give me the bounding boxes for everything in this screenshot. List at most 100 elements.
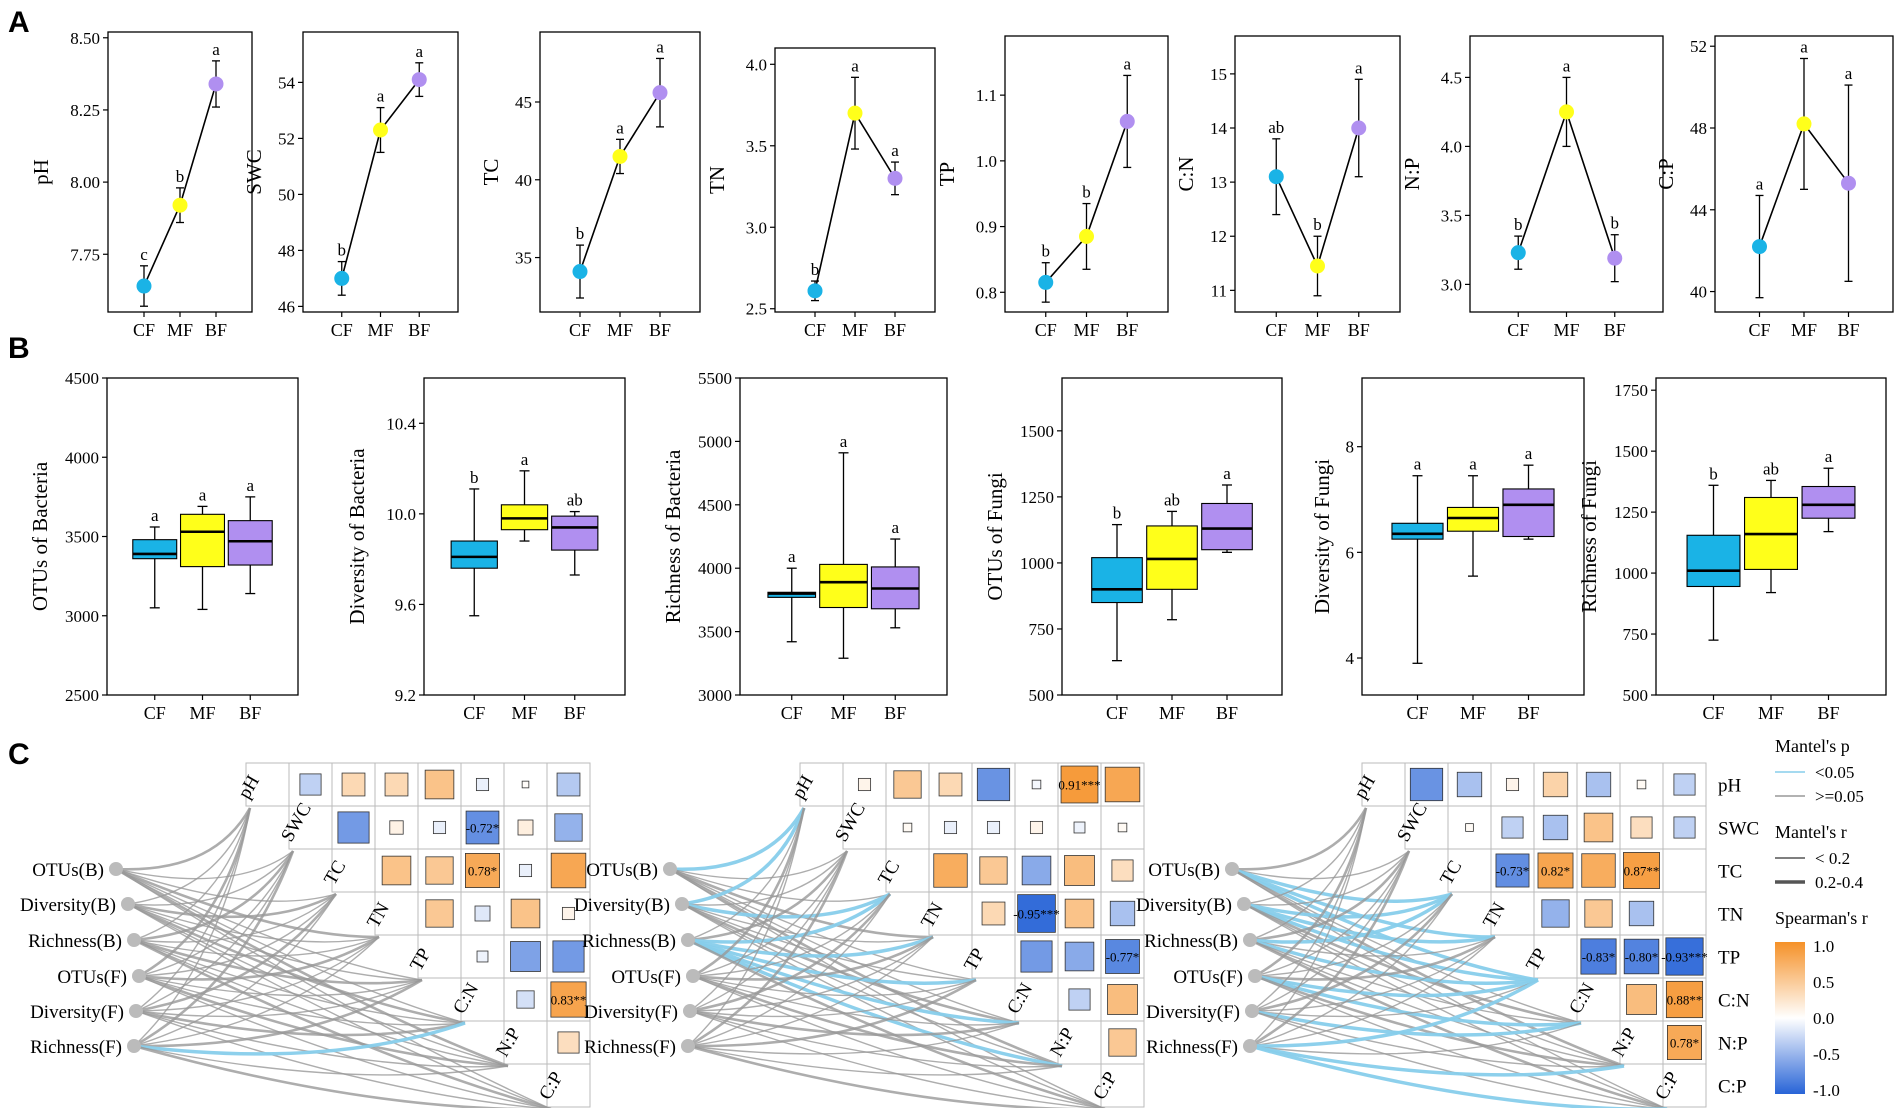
mantel-link <box>689 850 848 1012</box>
y-tick-label: 5500 <box>698 369 732 388</box>
mantel-link <box>1249 936 1496 1047</box>
corr-square <box>425 899 454 928</box>
corr-square <box>1465 823 1474 832</box>
grid-cell <box>546 1063 591 1108</box>
network-node <box>675 897 689 911</box>
data-point <box>1268 169 1284 185</box>
corr-square <box>510 898 541 929</box>
y-axis-label: Diversity of Fungi <box>1310 459 1334 614</box>
x-tick-label: BF <box>1837 320 1859 340</box>
y-tick-label: 9.6 <box>395 595 416 614</box>
signif-letter: a <box>1414 455 1422 474</box>
y-tick-label: 40 <box>515 171 532 190</box>
x-tick-label: BF <box>1116 320 1138 340</box>
panel-label-a: A <box>8 6 30 39</box>
signif-letter: a <box>1525 444 1533 463</box>
y-tick-label: 3500 <box>698 623 732 642</box>
mantel-link-significant <box>1231 867 1453 903</box>
node-label: Richness(F) <box>584 1037 676 1058</box>
x-tick-label: BF <box>1817 703 1839 723</box>
mantel-link <box>1249 850 1411 942</box>
mantel-link <box>115 868 337 902</box>
corr-square <box>1630 816 1653 839</box>
mantel-link <box>133 1044 551 1108</box>
signif-letter: a <box>656 37 664 56</box>
corr-square <box>550 852 587 889</box>
x-tick-label: MF <box>842 320 868 340</box>
y-tick-label: 13 <box>1210 173 1227 192</box>
x-tick-label: CF <box>1106 703 1128 723</box>
corr-square <box>381 855 412 886</box>
signif-letter: b <box>576 224 585 243</box>
corr-square <box>1029 820 1044 835</box>
grid-cell <box>1447 848 1492 893</box>
corr-square <box>554 813 583 842</box>
data-point <box>1351 120 1367 136</box>
grid-cell <box>885 848 930 893</box>
signif-letter: b <box>1082 183 1091 202</box>
mantel-link <box>138 975 423 997</box>
signif-letter: a <box>415 42 423 61</box>
x-tick-label: CF <box>1265 320 1287 340</box>
corr-square <box>1021 855 1052 886</box>
mantel-link <box>138 850 294 977</box>
node-label: Diversity(B) <box>20 895 116 916</box>
data-point <box>1559 104 1574 120</box>
signif-letter: a <box>1825 447 1833 466</box>
box <box>1686 534 1741 588</box>
mantel-link <box>1251 807 1367 1012</box>
mantel-link <box>692 935 934 981</box>
network-node <box>109 862 123 876</box>
row-variable-label: TP <box>1718 948 1740 969</box>
mantel-link <box>135 1010 509 1068</box>
mantel-link-significant <box>1254 974 1582 1027</box>
corr-square <box>1064 941 1095 972</box>
box <box>1502 488 1555 538</box>
mantel-link-significant <box>687 938 1063 1068</box>
corr-square <box>1584 899 1613 928</box>
row-variable-label: SWC <box>1718 819 1759 840</box>
x-tick-label: MF <box>189 703 215 723</box>
mantel-link <box>1231 807 1368 871</box>
grid-cell <box>1100 848 1145 893</box>
signif-letter: a <box>199 485 207 504</box>
corr-value-label: -0.95*** <box>1013 907 1060 922</box>
mantel-link <box>138 893 337 977</box>
data-point <box>1752 239 1767 255</box>
node-label: OTUs(F) <box>57 967 127 988</box>
node-label: OTUs(B) <box>32 860 104 881</box>
signif-letter: a <box>840 432 848 451</box>
corr-square <box>1456 771 1483 798</box>
mantel-link-significant <box>687 938 1020 1025</box>
mantel-link <box>115 868 423 981</box>
corr-square <box>1623 852 1660 889</box>
y-tick-label: 4.0 <box>1441 137 1462 156</box>
mantel-link-significant <box>1249 978 1539 1048</box>
y-tick-label: 46 <box>278 297 295 316</box>
mantel-link <box>1249 893 1453 1047</box>
x-tick-label: MF <box>1304 320 1330 340</box>
spearman-colorbar <box>1775 942 1805 1094</box>
y-tick-label: 4.5 <box>1441 68 1462 87</box>
mantel-link <box>133 939 509 1067</box>
data-point <box>1841 175 1856 191</box>
y-axis-label: N:P <box>1400 158 1424 191</box>
corr-square <box>1495 853 1530 888</box>
y-tick-label: 15 <box>1210 65 1227 84</box>
box <box>1091 557 1143 604</box>
mantel-link <box>138 975 466 1026</box>
data-point <box>572 264 588 280</box>
corr-value-label: -0.83* <box>1582 950 1616 965</box>
corr-square <box>561 906 576 921</box>
x-tick-label: BF <box>1216 703 1238 723</box>
y-tick-label: 500 <box>1029 686 1055 705</box>
x-tick-label: MF <box>1460 703 1486 723</box>
mantel-link <box>1249 1022 1582 1055</box>
x-tick-label: CF <box>144 703 166 723</box>
y-tick-label: 8.50 <box>70 29 100 48</box>
corr-square <box>1068 988 1091 1011</box>
mantel-link <box>692 807 806 978</box>
mantel-link <box>133 807 251 1047</box>
box <box>1391 522 1444 540</box>
signif-letter: a <box>377 87 385 106</box>
